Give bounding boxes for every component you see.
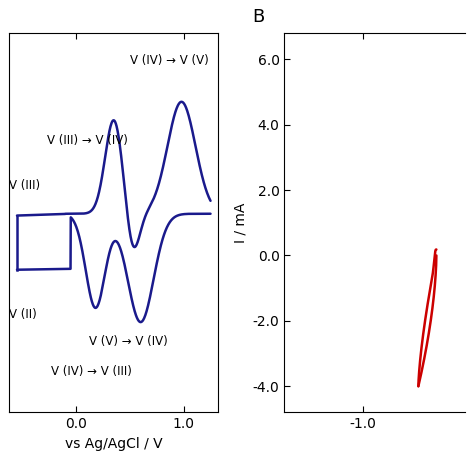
Text: V (III) → V (IV): V (III) → V (IV) [47, 134, 128, 147]
X-axis label: vs Ag/AgCl / V: vs Ag/AgCl / V [65, 437, 163, 451]
Text: V (V) → V (IV): V (V) → V (IV) [89, 335, 167, 348]
Text: V (IV) → V (III): V (IV) → V (III) [51, 365, 132, 378]
Y-axis label: I / mA: I / mA [233, 202, 247, 243]
Text: V (IV) → V (V): V (IV) → V (V) [130, 55, 209, 67]
Text: V (II): V (II) [9, 309, 37, 321]
Text: V (III): V (III) [9, 180, 41, 192]
Text: B: B [252, 8, 264, 26]
